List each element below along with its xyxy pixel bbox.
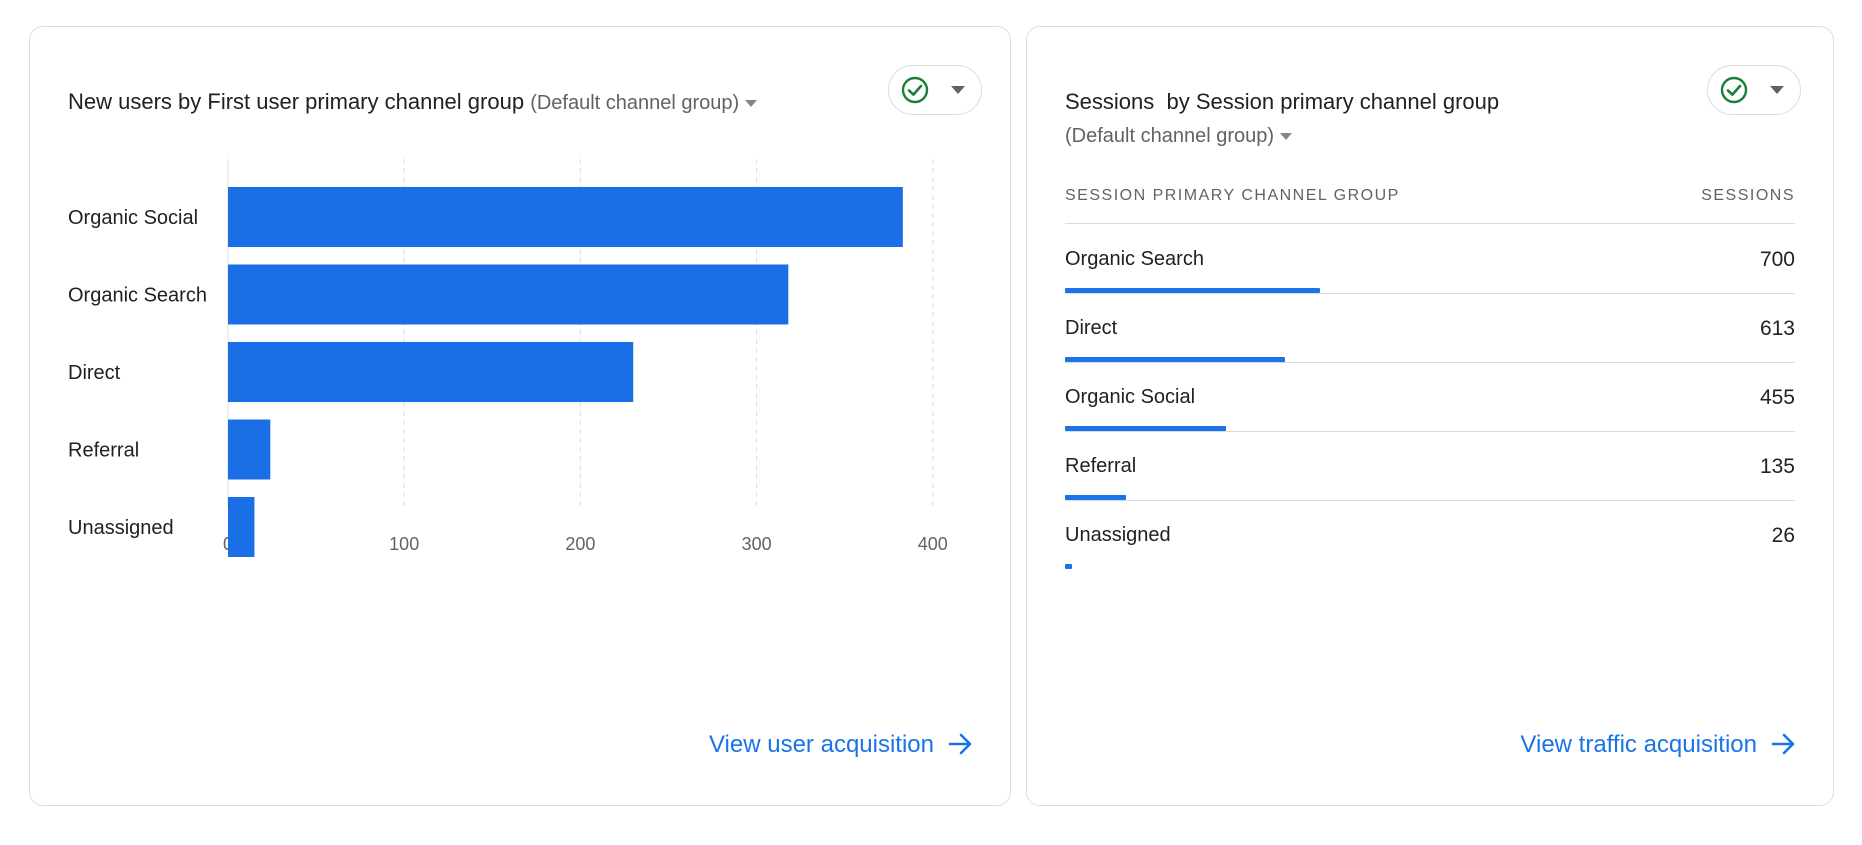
dimension-selector[interactable]: (Default channel group) (530, 92, 758, 114)
row-proportion-bar (1065, 564, 1073, 569)
table-row: Unassigned 26 (1065, 500, 1795, 569)
caret-down-icon (745, 100, 758, 108)
table-row: Referral 135 (1065, 431, 1795, 501)
row-value: 455 (1759, 386, 1795, 409)
row-value: 135 (1759, 455, 1795, 478)
category-label: Referral (68, 440, 139, 462)
table-header: SESSION PRIMARY CHANNEL GROUP SESSIONS (1065, 187, 1795, 224)
caret-down-icon (1280, 133, 1293, 141)
check-circle-icon (1720, 76, 1748, 104)
dropdown-arrow-icon (951, 86, 965, 94)
bar[interactable] (228, 187, 903, 247)
view-user-acquisition-link[interactable]: View user acquisition (709, 731, 974, 759)
table-row: Direct 613 (1065, 293, 1795, 363)
row-proportion-bar (1065, 495, 1126, 500)
column-header-channel: SESSION PRIMARY CHANNEL GROUP (1065, 187, 1400, 204)
category-label: Organic Search (68, 285, 207, 307)
card-title-metric: Sessions (1065, 89, 1155, 114)
row-label: Organic Social (1065, 386, 1196, 408)
column-header-sessions: SESSIONS (1701, 187, 1795, 204)
table-row: Organic Search 700 (1065, 224, 1795, 294)
sessions-card: Sessions by Session primary channel grou… (1026, 26, 1834, 806)
category-label: Organic Social (68, 207, 198, 229)
card-title-dimension: by Session primary channel group (1166, 89, 1500, 114)
table-row: Organic Social 455 (1065, 362, 1795, 432)
dimension-selector-label: (Default channel group) (1065, 125, 1275, 147)
bar[interactable] (228, 342, 634, 402)
check-circle-icon (901, 76, 929, 104)
category-label: Unassigned (68, 517, 174, 539)
compare-menu-button[interactable] (888, 65, 982, 115)
link-label: View user acquisition (708, 731, 934, 758)
arrow-right-icon (1771, 733, 1795, 755)
dimension-selector[interactable]: (Default channel group) (1065, 124, 1293, 148)
bar[interactable] (228, 264, 789, 325)
bar[interactable] (228, 497, 255, 557)
row-label: Referral (1065, 455, 1137, 477)
view-traffic-acquisition-link[interactable]: View traffic acquisition (1520, 731, 1797, 759)
x-tick-label: 400 (918, 534, 948, 554)
card-title: Sessions by Session primary channel grou… (1065, 89, 1499, 115)
new-users-card: New users by First user primary channel … (29, 26, 1011, 806)
row-proportion-bar (1065, 357, 1286, 362)
x-tick-label: 300 (742, 534, 772, 554)
arrow-right-icon (948, 733, 972, 755)
card-title-text: New users by First user primary channel … (68, 89, 525, 114)
dropdown-arrow-icon (1770, 86, 1784, 94)
dimension-selector-label: (Default channel group) (530, 92, 740, 114)
compare-menu-button[interactable] (1707, 65, 1801, 115)
row-value: 613 (1759, 317, 1795, 340)
row-value: 700 (1759, 248, 1795, 271)
row-label: Organic Search (1065, 248, 1204, 270)
row-value: 26 (1771, 524, 1795, 547)
category-label: Direct (68, 362, 121, 384)
row-label: Direct (1065, 317, 1118, 339)
x-tick-label: 100 (389, 534, 419, 554)
x-tick-label: 200 (565, 534, 595, 554)
row-label: Unassigned (1065, 524, 1171, 546)
row-proportion-bar (1065, 288, 1320, 293)
link-label: View traffic acquisition (1520, 731, 1757, 758)
card-title: New users by First user primary channel … (68, 89, 758, 115)
row-proportion-bar (1065, 426, 1226, 431)
bar[interactable] (228, 419, 271, 480)
